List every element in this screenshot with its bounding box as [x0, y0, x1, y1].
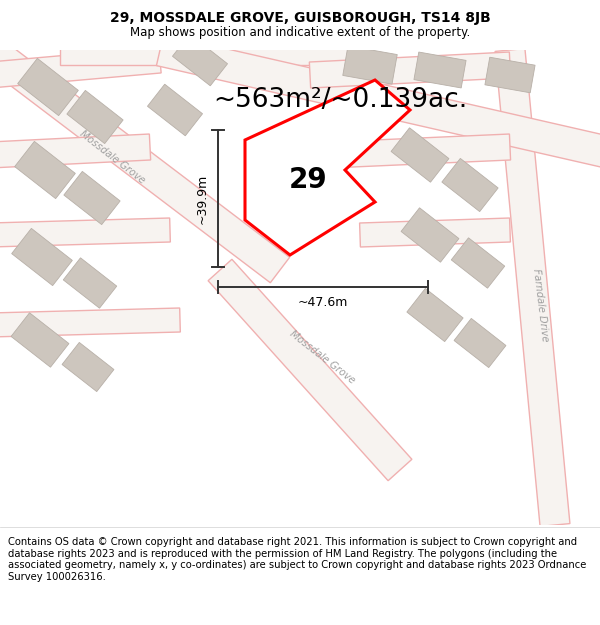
Text: Farndale Drive: Farndale Drive	[530, 268, 550, 342]
Polygon shape	[208, 259, 412, 481]
Polygon shape	[310, 52, 511, 88]
Polygon shape	[343, 46, 397, 84]
Polygon shape	[329, 134, 511, 168]
Text: Contains OS data © Crown copyright and database right 2021. This information is : Contains OS data © Crown copyright and d…	[8, 537, 586, 582]
Polygon shape	[62, 342, 114, 392]
Text: ~39.9m: ~39.9m	[196, 173, 209, 224]
Polygon shape	[148, 84, 203, 136]
Polygon shape	[157, 34, 600, 171]
Polygon shape	[391, 127, 449, 182]
Polygon shape	[245, 80, 410, 255]
Polygon shape	[63, 258, 117, 308]
Text: Mossdale Grove: Mossdale Grove	[287, 329, 356, 386]
Polygon shape	[485, 58, 535, 92]
Polygon shape	[0, 47, 161, 88]
Polygon shape	[0, 134, 151, 168]
Polygon shape	[11, 228, 73, 286]
Polygon shape	[401, 208, 459, 262]
Text: 29: 29	[289, 166, 328, 194]
Polygon shape	[0, 218, 170, 247]
Polygon shape	[67, 91, 123, 144]
Polygon shape	[0, 38, 290, 282]
Polygon shape	[454, 318, 506, 368]
Polygon shape	[359, 218, 511, 247]
Polygon shape	[64, 171, 120, 224]
Text: ~47.6m: ~47.6m	[298, 296, 348, 309]
Polygon shape	[495, 49, 570, 526]
Polygon shape	[17, 58, 79, 116]
Text: Map shows position and indicative extent of the property.: Map shows position and indicative extent…	[130, 26, 470, 39]
Polygon shape	[11, 312, 69, 368]
Polygon shape	[14, 141, 76, 199]
Text: Mossdale Grove: Mossdale Grove	[77, 129, 146, 186]
Polygon shape	[442, 158, 498, 212]
Polygon shape	[451, 238, 505, 288]
Polygon shape	[60, 35, 370, 65]
Polygon shape	[0, 308, 181, 337]
Text: 29, MOSSDALE GROVE, GUISBOROUGH, TS14 8JB: 29, MOSSDALE GROVE, GUISBOROUGH, TS14 8J…	[110, 11, 490, 25]
Polygon shape	[172, 34, 227, 86]
Polygon shape	[407, 288, 463, 342]
Polygon shape	[414, 52, 466, 88]
Text: ~563m²/~0.139ac.: ~563m²/~0.139ac.	[213, 87, 467, 113]
